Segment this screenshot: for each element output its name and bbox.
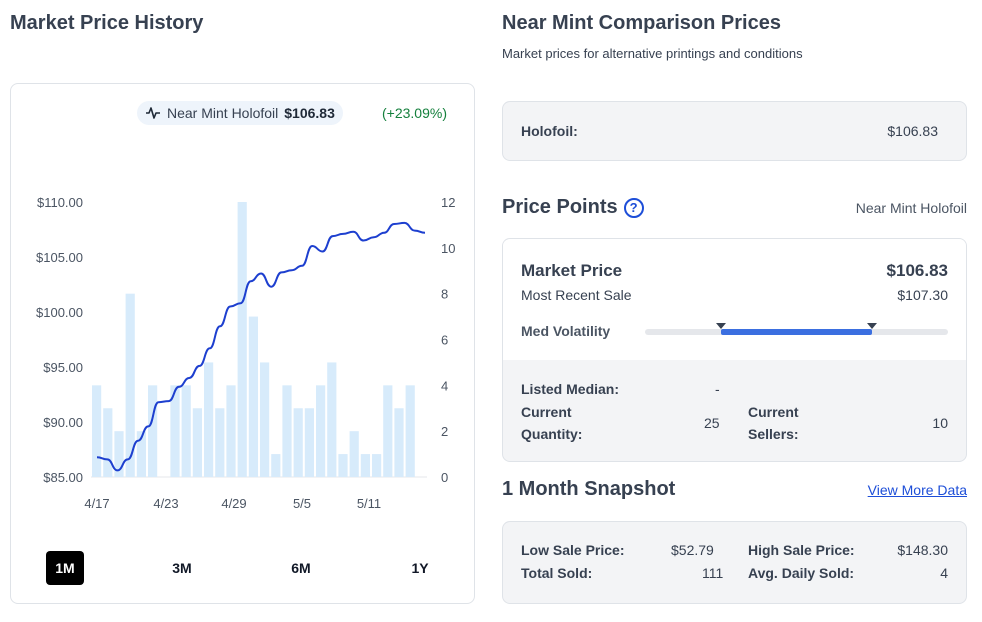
volatility-fill bbox=[720, 329, 873, 335]
y-left-tick-label: $105.00 bbox=[36, 250, 83, 265]
price-points-heading: Price Points ? bbox=[502, 196, 644, 219]
y-right-tick-label: 12 bbox=[441, 195, 455, 210]
market-price-label: Market Price bbox=[521, 261, 623, 280]
y-right-tick-label: 6 bbox=[441, 333, 448, 348]
price-points-card: Market Price $106.83 Most Recent Sale $1… bbox=[502, 238, 967, 462]
volume-bar bbox=[260, 362, 270, 477]
range-button-6m[interactable]: 6M bbox=[282, 551, 320, 585]
current-quantity-label-line2: Quantity: bbox=[521, 426, 583, 442]
volume-bar bbox=[204, 362, 214, 477]
volume-bar bbox=[237, 202, 247, 477]
y-right-tick-label: 8 bbox=[441, 287, 448, 302]
x-tick-label: 4/23 bbox=[153, 496, 178, 511]
y-left-tick-label: $95.00 bbox=[43, 360, 83, 375]
holofoil-label: Holofoil: bbox=[521, 123, 578, 139]
help-icon[interactable]: ? bbox=[623, 197, 644, 218]
current-quantity-value: 25 bbox=[704, 415, 720, 431]
legend-price: $106.83 bbox=[284, 105, 335, 121]
y-right-tick-label: 0 bbox=[441, 470, 448, 485]
price-line bbox=[96, 221, 426, 472]
volume-bar bbox=[192, 408, 202, 477]
y-right-tick-label: 2 bbox=[441, 424, 448, 439]
snapshot-card: Low Sale Price: $52.79 Total Sold: 111 H… bbox=[502, 521, 967, 604]
avg-daily-label: Avg. Daily Sold: bbox=[748, 565, 855, 581]
price-history-chart-card: $110.00 $105.00 $100.00 $95.00 $90.00 $85.00 1… bbox=[10, 83, 475, 604]
volume-bar bbox=[327, 362, 337, 477]
legend-condition: Near Mint Holofoil bbox=[167, 105, 279, 121]
volume-bar bbox=[282, 385, 292, 477]
volume-bar bbox=[360, 454, 370, 477]
y-left-tick-label: $110.00 bbox=[37, 195, 83, 210]
x-tick-label: 4/29 bbox=[221, 496, 246, 511]
low-sale-value: $52.79 bbox=[671, 542, 714, 558]
volume-bar bbox=[372, 454, 382, 477]
volatility-marker-low bbox=[715, 323, 726, 329]
snapshot-title: 1 Month Snapshot bbox=[502, 478, 676, 500]
volume-bar bbox=[304, 408, 314, 477]
volume-bar bbox=[338, 454, 348, 477]
volatility-marker-high bbox=[867, 323, 878, 329]
holofoil-value: $106.83 bbox=[887, 123, 938, 139]
chart-legend: Near Mint Holofoil $106.83 bbox=[137, 101, 343, 125]
listed-median-value: - bbox=[715, 381, 720, 397]
volume-bar bbox=[148, 385, 158, 477]
high-sale-label: High Sale Price: bbox=[748, 542, 855, 558]
y-right-tick-label: 10 bbox=[441, 241, 455, 256]
x-tick-label: 5/11 bbox=[357, 496, 381, 511]
legend-change: (+23.09%) bbox=[382, 105, 447, 121]
volume-bar bbox=[92, 385, 102, 477]
volume-bar bbox=[349, 431, 359, 477]
comparison-prices-subtitle: Market prices for alternative printings … bbox=[502, 46, 803, 61]
total-sold-label: Total Sold: bbox=[521, 565, 593, 581]
volume-bar bbox=[248, 316, 258, 477]
range-button-1y[interactable]: 1Y bbox=[401, 551, 439, 585]
holofoil-price-row: Holofoil: $106.83 bbox=[502, 101, 967, 161]
volume-bar bbox=[271, 454, 281, 477]
price-history-chart[interactable]: $110.00 $105.00 $100.00 $95.00 $90.00 $85.00 1… bbox=[11, 84, 476, 544]
recent-sale-label: Most Recent Sale bbox=[521, 287, 632, 303]
y-left-tick-label: $85.00 bbox=[43, 470, 83, 485]
market-price-history-title: Market Price History bbox=[10, 12, 204, 34]
high-sale-value: $148.30 bbox=[897, 542, 948, 558]
volume-bar bbox=[405, 385, 415, 477]
volume-bar bbox=[125, 293, 135, 477]
line-chart-icon bbox=[146, 107, 160, 119]
x-tick-label: 4/17 bbox=[84, 496, 109, 511]
view-more-data-link[interactable]: View More Data bbox=[867, 482, 967, 498]
price-points-summary: Market Price $106.83 Most Recent Sale $1… bbox=[503, 239, 966, 360]
current-sellers-value: 10 bbox=[932, 415, 948, 431]
avg-daily-value: 4 bbox=[940, 565, 948, 581]
volume-bar bbox=[316, 385, 326, 477]
price-points-condition: Near Mint Holofoil bbox=[855, 200, 967, 216]
y-left-tick-label: $100.00 bbox=[36, 305, 83, 320]
total-sold-value: 111 bbox=[702, 565, 724, 581]
volume-bar bbox=[114, 431, 124, 477]
low-sale-label: Low Sale Price: bbox=[521, 542, 625, 558]
recent-sale-value: $107.30 bbox=[897, 287, 948, 303]
current-quantity-label-line1: Current bbox=[521, 404, 572, 420]
volume-bar bbox=[394, 408, 404, 477]
comparison-prices-title: Near Mint Comparison Prices bbox=[502, 12, 781, 34]
range-button-1m[interactable]: 1M bbox=[46, 551, 84, 585]
listed-median-label: Listed Median: bbox=[521, 381, 620, 397]
volume-bar bbox=[293, 408, 303, 477]
volume-bar bbox=[170, 385, 180, 477]
volatility-label: Med Volatility bbox=[521, 323, 611, 339]
x-tick-label: 5/5 bbox=[293, 496, 311, 511]
y-right-tick-label: 4 bbox=[441, 378, 448, 393]
y-left-tick-label: $90.00 bbox=[43, 415, 83, 430]
price-points-title: Price Points bbox=[502, 196, 618, 218]
range-button-3m[interactable]: 3M bbox=[163, 551, 201, 585]
current-sellers-label-line1: Current bbox=[748, 404, 799, 420]
current-sellers-label-line2: Sellers: bbox=[748, 426, 799, 442]
volume-bar bbox=[181, 385, 191, 477]
volume-bar bbox=[136, 431, 146, 477]
market-price-value: $106.83 bbox=[886, 261, 948, 280]
volume-bar bbox=[103, 408, 113, 477]
volatility-meter bbox=[645, 323, 948, 335]
volume-bar bbox=[215, 408, 225, 477]
volume-bar bbox=[383, 385, 393, 477]
volume-bar bbox=[226, 385, 236, 477]
